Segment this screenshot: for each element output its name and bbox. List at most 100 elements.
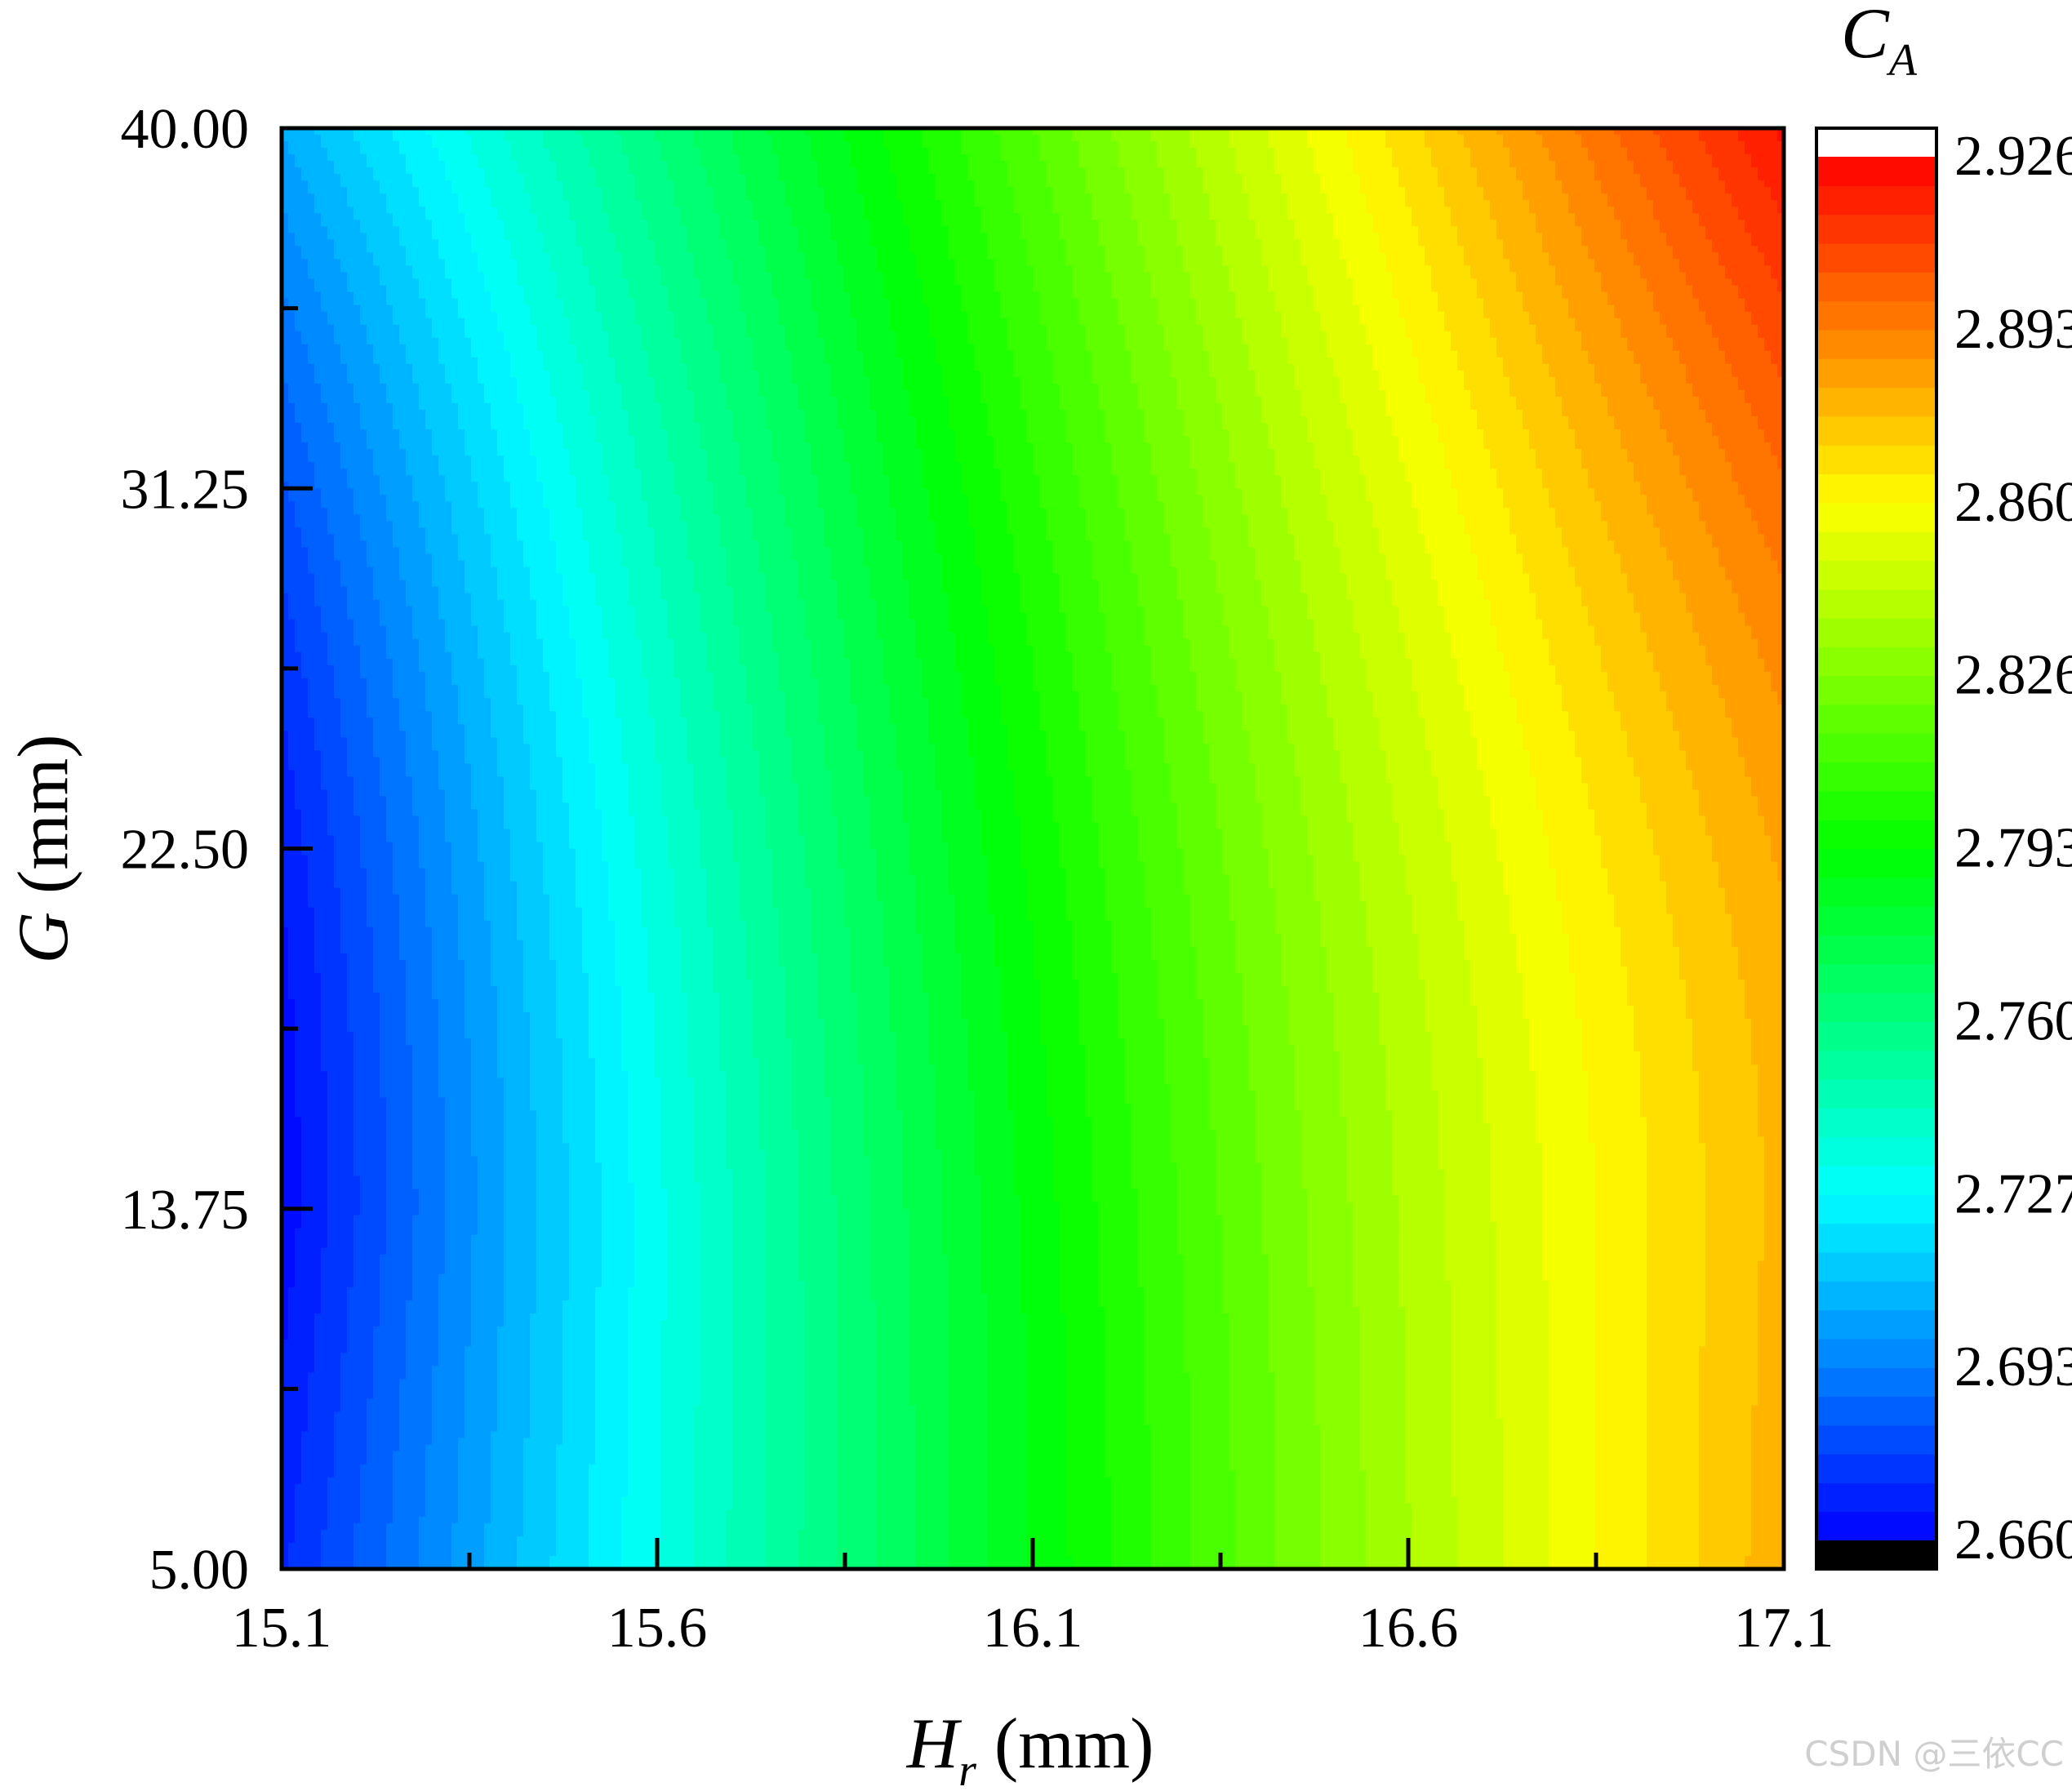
contour-cell	[896, 135, 903, 142]
contour-cell	[556, 148, 563, 155]
contour-cell	[1594, 148, 1602, 155]
contour-cell	[301, 174, 309, 181]
contour-cell	[1281, 167, 1288, 175]
contour-cell	[1268, 167, 1275, 175]
contour-cell	[785, 154, 792, 162]
contour-cell	[340, 141, 348, 149]
contour-cell	[295, 174, 302, 181]
contour-cell	[1431, 174, 1438, 181]
contour-cell	[569, 148, 576, 155]
contour-cell	[896, 161, 903, 168]
contour-cell	[510, 180, 518, 188]
contour-cell	[1405, 174, 1412, 181]
contour-cell	[922, 135, 929, 142]
contour-cell	[380, 161, 387, 168]
contour-cell	[549, 174, 557, 181]
contour-cell	[308, 148, 315, 155]
contour-cell	[530, 148, 537, 155]
contour-cell	[425, 161, 433, 168]
contour-cell	[608, 154, 616, 162]
contour-cell	[1666, 141, 1674, 149]
contour-cell	[1287, 161, 1295, 168]
contour-cell	[1444, 180, 1452, 188]
contour-cell	[419, 180, 426, 188]
contour-cell	[523, 174, 531, 181]
contour-cell	[327, 161, 335, 168]
contour-cell	[660, 148, 668, 155]
contour-cell	[471, 154, 478, 162]
contour-cell	[1078, 148, 1086, 155]
contour-cell	[1385, 148, 1393, 155]
contour-cell	[1072, 148, 1079, 155]
contour-cell	[824, 161, 831, 168]
contour-cell	[922, 180, 929, 188]
contour-cell	[1150, 135, 1158, 142]
contour-cell	[1647, 135, 1654, 142]
contour-cell	[1647, 154, 1654, 162]
contour-cell	[484, 135, 491, 142]
contour-cell	[654, 154, 661, 162]
contour-cell	[680, 154, 687, 162]
contour-cell	[327, 141, 335, 149]
contour-cell	[674, 167, 681, 175]
contour-cell	[536, 141, 544, 149]
contour-cell	[1287, 174, 1295, 181]
contour-cell	[334, 180, 341, 188]
contour-cell	[1059, 141, 1066, 149]
contour-cell	[1758, 141, 1765, 149]
contour-cell	[798, 167, 805, 175]
contour-cell	[380, 141, 387, 149]
contour-cell	[654, 161, 661, 168]
contour-cell	[1745, 174, 1752, 181]
contour-cell	[530, 141, 537, 149]
contour-cell	[510, 135, 518, 142]
contour-cell	[758, 167, 766, 175]
contour-cell	[719, 174, 727, 181]
contour-cell	[1209, 180, 1216, 188]
contour-cell	[334, 174, 341, 181]
contour-cell	[1470, 148, 1478, 155]
contour-cell	[739, 174, 746, 181]
contour-cell	[941, 154, 949, 162]
contour-cell	[1771, 174, 1778, 181]
contour-cell	[1634, 180, 1641, 188]
contour-cell	[438, 180, 446, 188]
contour-cell	[654, 148, 661, 155]
contour-cell	[804, 167, 811, 175]
contour-cell	[458, 180, 465, 188]
contour-cell	[935, 135, 942, 142]
contour-cell	[1203, 148, 1210, 155]
contour-cell	[634, 148, 642, 155]
contour-cell	[1725, 161, 1732, 168]
contour-cell	[367, 141, 374, 149]
contour-cell	[948, 180, 955, 188]
contour-cell	[1111, 167, 1118, 175]
contour-cell	[1216, 167, 1223, 175]
contour-cell	[941, 180, 949, 188]
contour-cell	[896, 141, 903, 149]
contour-cell	[837, 174, 844, 181]
contour-cell	[1144, 161, 1151, 168]
contour-cell	[1307, 174, 1314, 181]
contour-cell	[288, 154, 296, 162]
contour-cell	[1640, 174, 1647, 181]
contour-cell	[791, 174, 798, 181]
contour-cell	[713, 141, 720, 149]
contour-cell	[994, 135, 1001, 142]
contour-cell	[1536, 154, 1543, 162]
contour-cell	[889, 174, 896, 181]
contour-cell	[1575, 167, 1582, 175]
contour-cell	[465, 161, 472, 168]
contour-cell	[321, 167, 328, 175]
contour-cell	[1738, 135, 1745, 142]
contour-cell	[1118, 180, 1125, 188]
contour-cell	[321, 161, 328, 168]
contour-cell	[1562, 161, 1569, 168]
contour-cell	[386, 154, 394, 162]
contour-cell	[1523, 167, 1530, 175]
contour-cell	[1314, 141, 1321, 149]
contour-cell	[654, 174, 661, 181]
contour-cell	[889, 161, 896, 168]
contour-cell	[1529, 161, 1536, 168]
contour-cell	[608, 167, 616, 175]
